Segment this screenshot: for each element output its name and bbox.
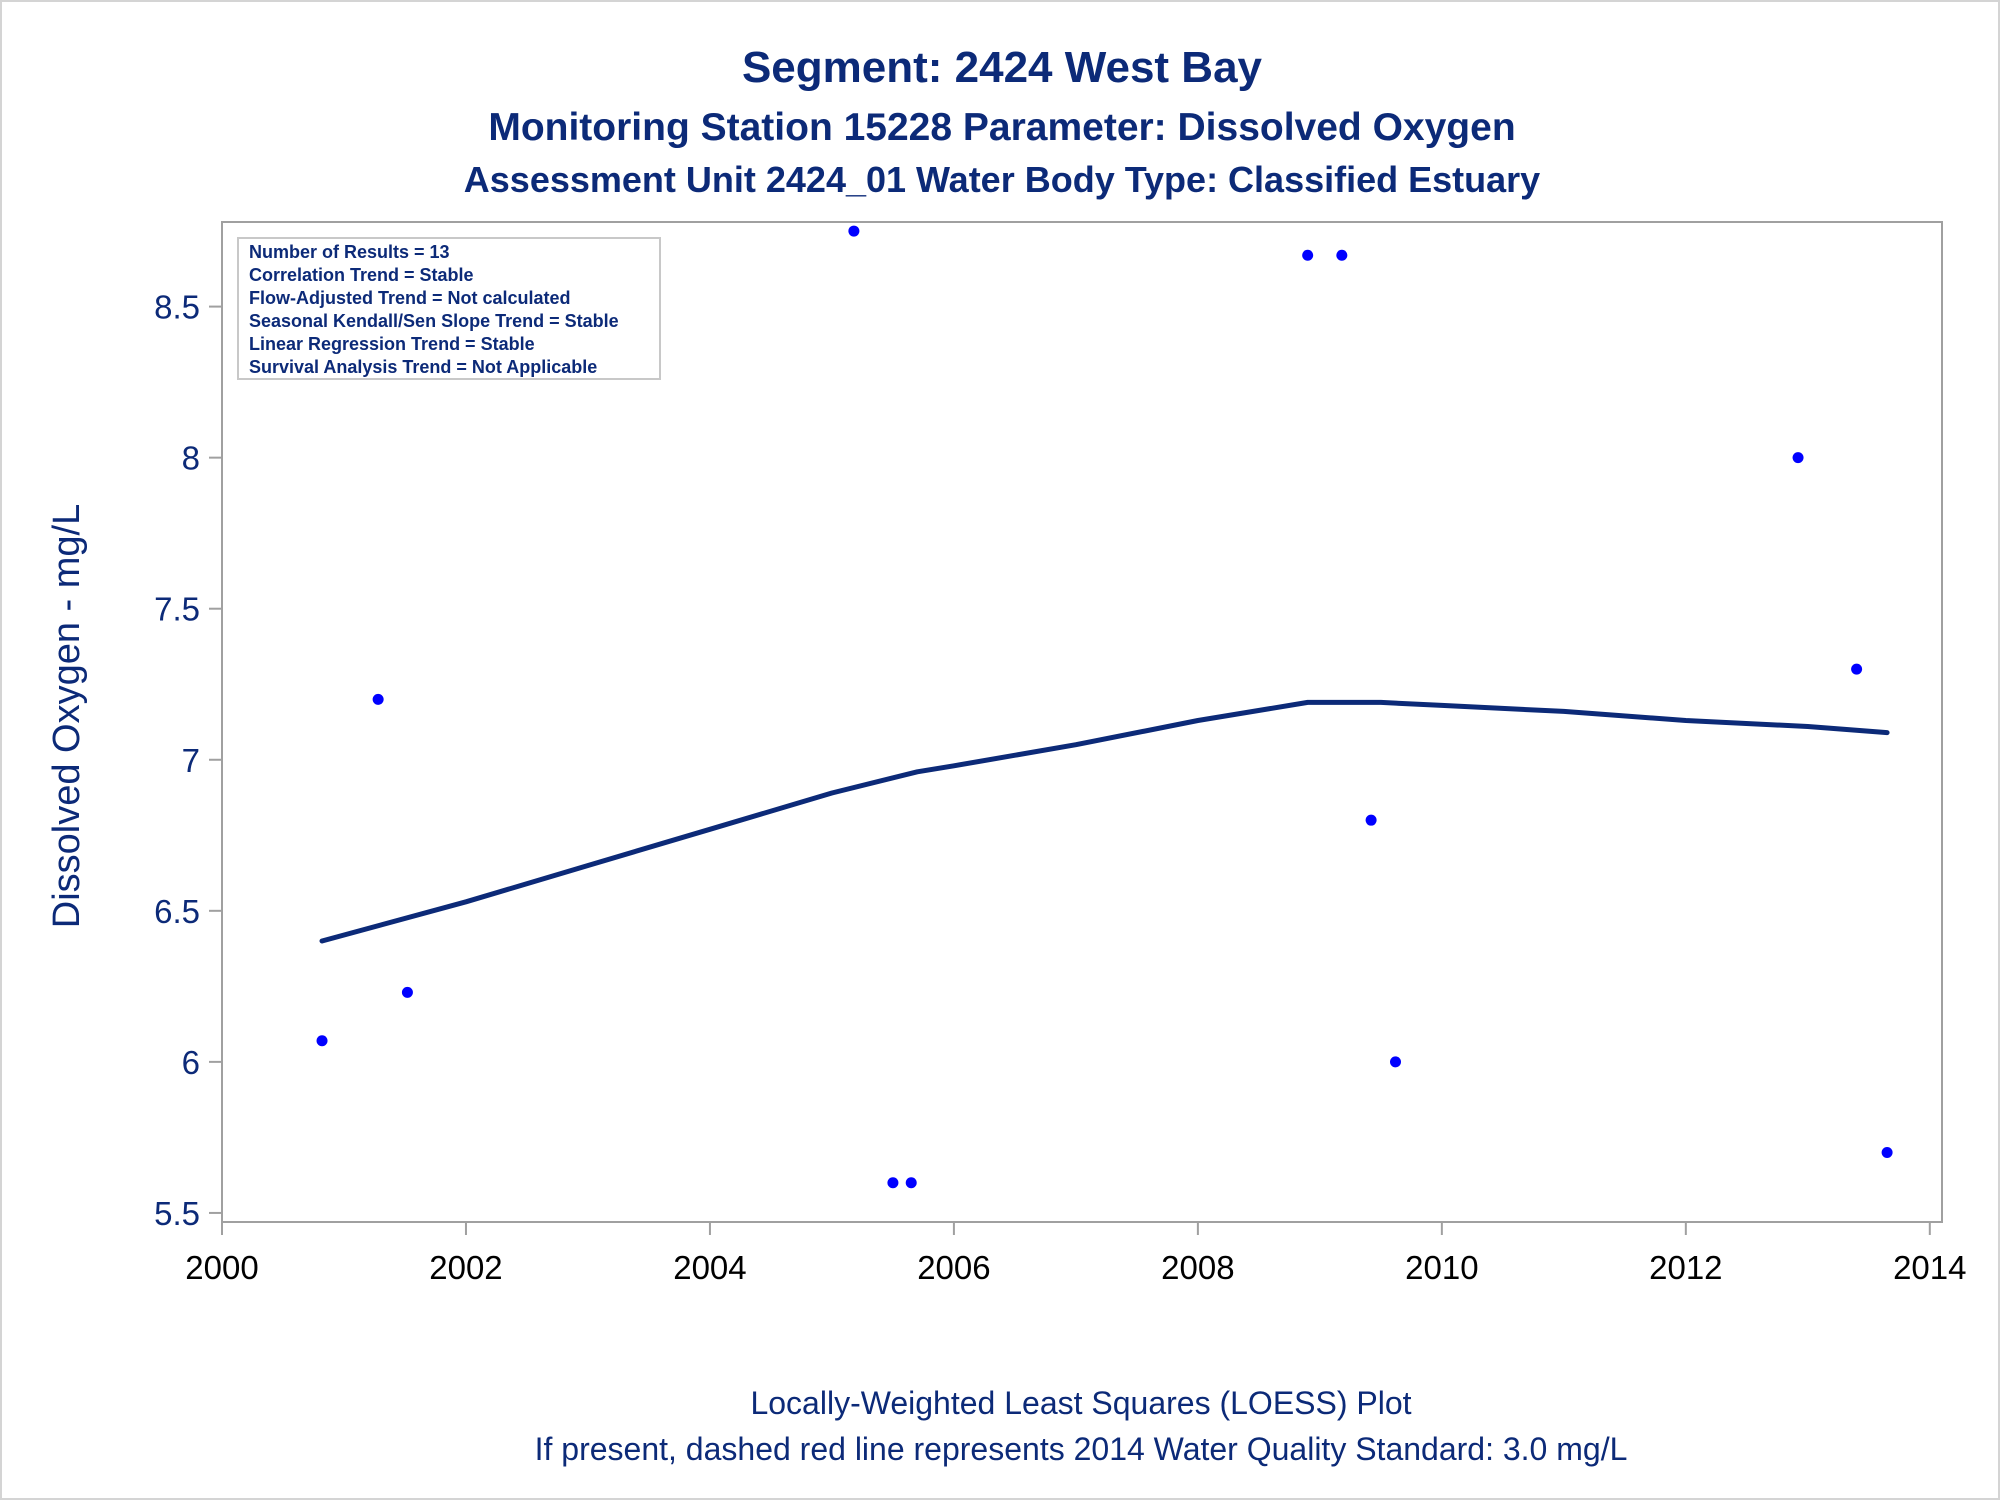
y-tick-label-4: 7.5: [154, 591, 200, 628]
data-point-6: [1302, 249, 1314, 261]
stats-flow-adjusted-trend: Flow-Adjusted Trend = Not calculated: [249, 288, 571, 308]
x-tick-label-6: 2012: [1649, 1249, 1722, 1286]
stats-number-of-results: Number of Results = 13: [249, 242, 450, 262]
data-points: [316, 225, 1893, 1189]
x-tick-label-4: 2008: [1161, 1249, 1234, 1286]
data-point-8: [1365, 814, 1377, 826]
y-tick-label-0: 5.5: [154, 1195, 200, 1232]
stats-linear-regression-trend: Linear Regression Trend = Stable: [249, 334, 535, 354]
data-point-9: [1390, 1056, 1402, 1068]
stats-correlation-trend: Correlation Trend = Stable: [249, 265, 474, 285]
stats-box: Number of Results = 13 Correlation Trend…: [237, 237, 661, 380]
data-point-1: [372, 693, 384, 705]
footnote-loess: Locally-Weighted Least Squares (LOESS) P…: [750, 1385, 1411, 1421]
y-axis-label: Dissolved Oxygen - mg/L: [46, 504, 88, 929]
data-point-4: [887, 1177, 899, 1189]
data-point-0: [316, 1035, 328, 1047]
x-tick-label-3: 2006: [917, 1249, 990, 1286]
y-axis: 5.5 6 6.5 7 7.5 8 8.5: [154, 289, 222, 1232]
data-point-2: [401, 986, 413, 998]
data-point-10: [1792, 452, 1804, 464]
data-point-11: [1851, 663, 1863, 675]
y-tick-label-2: 6.5: [154, 893, 200, 930]
x-axis: 2000 2002 2004 2006 2008 2010 2012 2014: [185, 1222, 1967, 1286]
x-tick-label-1: 2002: [429, 1249, 502, 1286]
x-tick-label-0: 2000: [185, 1249, 258, 1286]
chart-subtitle-assessment: Assessment Unit 2424_01 Water Body Type:…: [464, 159, 1540, 200]
stats-seasonal-kendall-trend: Seasonal Kendall/Sen Slope Trend = Stabl…: [249, 311, 619, 331]
x-tick-label-5: 2010: [1405, 1249, 1478, 1286]
plot-area: [221, 221, 1943, 1223]
y-tick-label-6: 8.5: [154, 289, 200, 326]
chart-title: Segment: 2424 West Bay: [742, 43, 1263, 92]
data-point-7: [1336, 249, 1348, 261]
y-tick-label-5: 8: [182, 440, 200, 477]
chart-subtitle-station: Monitoring Station 15228 Parameter: Diss…: [488, 106, 1515, 149]
x-tick-label-2: 2004: [673, 1249, 746, 1286]
y-tick-label-3: 7: [182, 742, 200, 779]
data-point-3: [848, 225, 860, 237]
y-tick-label-1: 6: [182, 1044, 200, 1081]
stats-survival-analysis-trend: Survival Analysis Trend = Not Applicable: [249, 357, 597, 377]
data-point-12: [1881, 1147, 1893, 1159]
x-tick-label-7: 2014: [1893, 1249, 1966, 1286]
data-point-5: [905, 1177, 917, 1189]
stats-box-border: [237, 237, 661, 380]
footnote-standard: If present, dashed red line represents 2…: [535, 1431, 1628, 1467]
loess-line: [319, 699, 1890, 944]
